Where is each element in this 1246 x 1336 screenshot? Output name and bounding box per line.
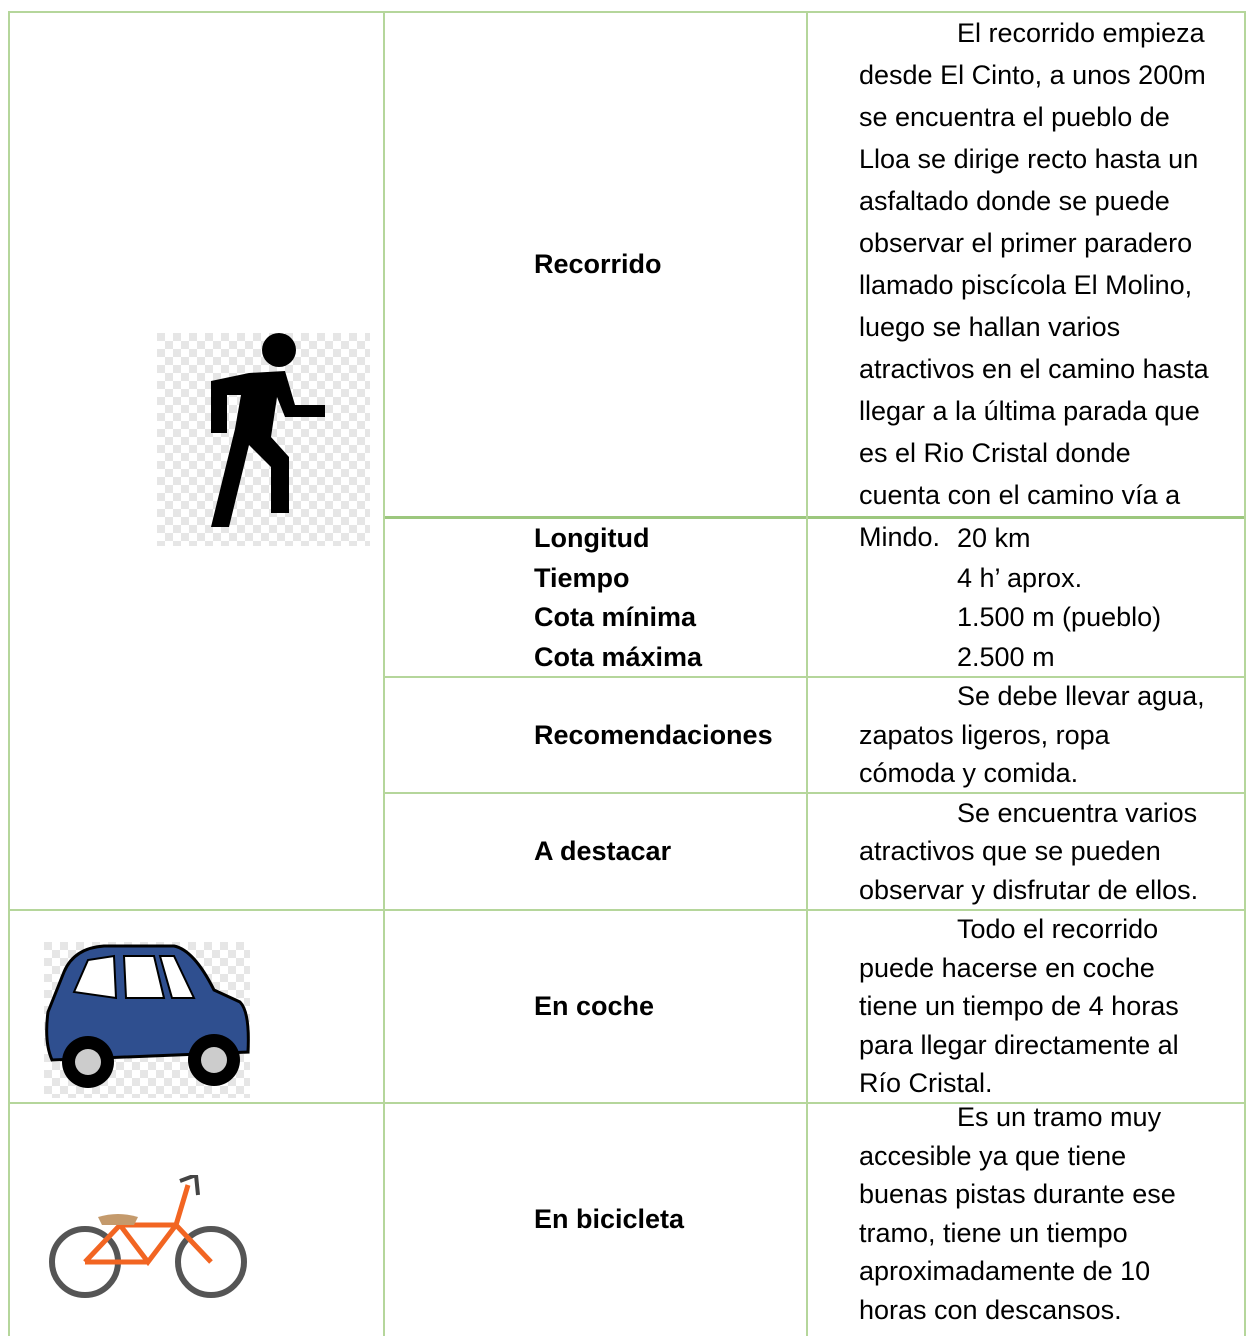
description-line: atractivos en el camino hasta bbox=[859, 354, 1209, 384]
row-label: Cota mínima bbox=[534, 602, 697, 632]
border bbox=[383, 516, 1246, 519]
description-line: tiene un tiempo de 4 horas bbox=[859, 991, 1179, 1022]
description-line: observar y disfrutar de ellos. bbox=[859, 874, 1199, 905]
row-label: A destacar bbox=[534, 836, 672, 867]
description-line: es el Rio Cristal donde bbox=[859, 438, 1131, 468]
row-label: Recorrido bbox=[534, 249, 662, 279]
border bbox=[1244, 11, 1246, 1336]
row-label: Recomendaciones bbox=[534, 719, 773, 750]
description-line: buenas pistas durante ese bbox=[859, 1179, 1176, 1209]
description-line: tramo, tiene un tiempo bbox=[859, 1217, 1128, 1248]
border bbox=[8, 1102, 1246, 1104]
description-line: se encuentra el pueblo de bbox=[859, 102, 1170, 132]
description-line: Se encuentra varios bbox=[957, 797, 1198, 828]
border bbox=[383, 676, 1246, 678]
row-label: En bicicleta bbox=[534, 1204, 685, 1235]
description-line: llegar a la última parada que bbox=[859, 396, 1200, 426]
description-line: Es un tramo muy bbox=[957, 1102, 1162, 1132]
description-line: El recorrido empieza bbox=[957, 18, 1205, 48]
walking-icon bbox=[157, 333, 370, 546]
description-line: Mindo. bbox=[859, 522, 941, 552]
border bbox=[806, 11, 808, 1336]
description-line: luego se hallan varios bbox=[859, 312, 1121, 342]
row-value: 2.500 m bbox=[957, 641, 1055, 672]
description-line: cómoda y comida. bbox=[859, 758, 1079, 789]
description-line: Todo el recorrido bbox=[957, 914, 1159, 945]
row-label: Tiempo bbox=[534, 562, 630, 593]
row-label: Cota máxima bbox=[534, 641, 703, 672]
description-line: puede hacerse en coche bbox=[859, 952, 1155, 983]
description-line: observar el primer paradero bbox=[859, 228, 1193, 258]
car-icon bbox=[44, 942, 250, 1098]
description-line: Río Cristal. bbox=[859, 1068, 993, 1099]
row-value: 4 h’ aprox. bbox=[957, 562, 1083, 593]
border bbox=[8, 11, 10, 1336]
bicycle-icon bbox=[49, 1175, 247, 1298]
row-value: 1.500 m (pueblo) bbox=[957, 602, 1162, 632]
description-line: Lloa se dirige recto hasta un bbox=[859, 144, 1199, 174]
description-line: asfaltado donde se puede bbox=[859, 186, 1170, 216]
description-line: horas con descansos. bbox=[859, 1294, 1122, 1325]
row-value: 20 km bbox=[957, 523, 1031, 553]
description-line: aproximadamente de 10 bbox=[859, 1256, 1151, 1286]
border bbox=[8, 11, 1246, 13]
description-line: cuenta con el camino vía a bbox=[859, 480, 1181, 510]
description-line: llamado piscícola El Molino, bbox=[859, 270, 1193, 300]
description-line: zapatos ligeros, ropa bbox=[859, 719, 1110, 750]
description-line: accesible ya que tiene bbox=[859, 1140, 1127, 1171]
row-label: Longitud bbox=[534, 523, 650, 553]
border bbox=[8, 909, 1246, 911]
description-line: desde El Cinto, a unos 200m bbox=[859, 60, 1206, 90]
row-label: En coche bbox=[534, 991, 655, 1022]
border bbox=[383, 792, 1246, 794]
description-line: atractivos que se pueden bbox=[859, 836, 1161, 867]
border bbox=[383, 11, 385, 1336]
description-line: para llegar directamente al bbox=[859, 1029, 1179, 1060]
description-line: Se debe llevar agua, bbox=[957, 681, 1205, 712]
